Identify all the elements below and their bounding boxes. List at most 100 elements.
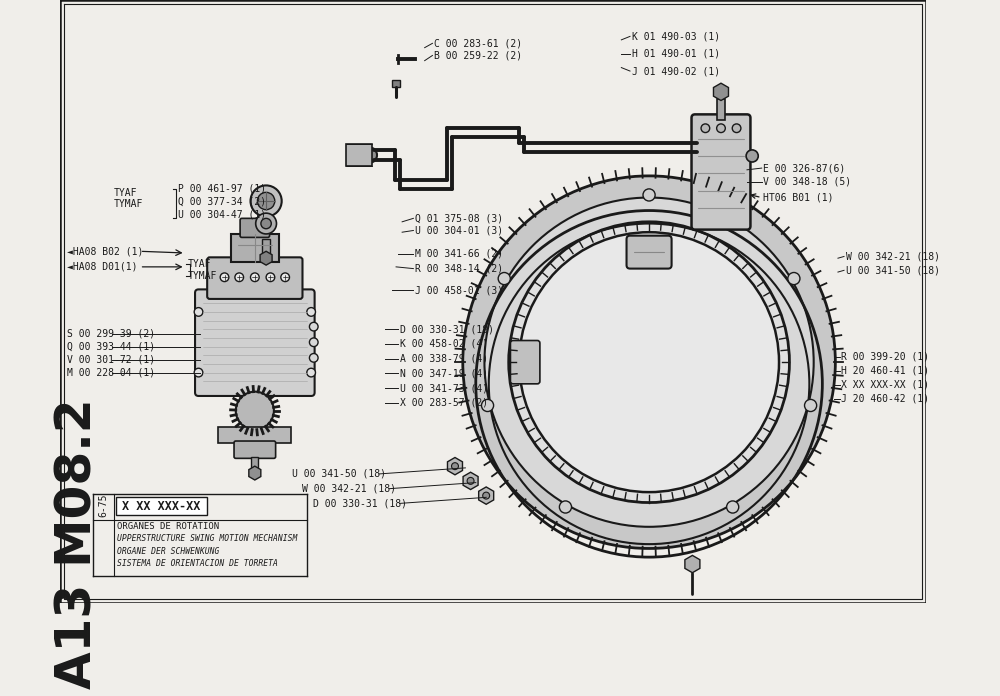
Circle shape — [484, 198, 814, 527]
Text: K 01 490-03 (1): K 01 490-03 (1) — [632, 31, 720, 41]
Text: R 00 399-20 (1): R 00 399-20 (1) — [841, 352, 930, 362]
Text: TYAF: TYAF — [188, 260, 212, 269]
Circle shape — [727, 501, 739, 513]
Circle shape — [559, 501, 572, 513]
Text: V 00 301-72 (1): V 00 301-72 (1) — [67, 354, 155, 365]
Text: X XX XXX-XX: X XX XXX-XX — [122, 500, 200, 512]
Text: U 00 304-01 (3): U 00 304-01 (3) — [415, 226, 503, 235]
Text: H 01 490-01 (1): H 01 490-01 (1) — [632, 49, 720, 58]
FancyBboxPatch shape — [692, 114, 750, 230]
FancyBboxPatch shape — [195, 290, 315, 396]
Text: D 00 330-31 (18): D 00 330-31 (18) — [313, 498, 407, 508]
Text: U 00 304-47 (1): U 00 304-47 (1) — [178, 210, 266, 220]
Text: ◄HA08 B02 (1): ◄HA08 B02 (1) — [67, 246, 143, 256]
Circle shape — [361, 148, 377, 163]
Text: C 00 283-61 (2): C 00 283-61 (2) — [434, 38, 522, 48]
Circle shape — [746, 150, 758, 162]
Text: J 01 490-02 (1): J 01 490-02 (1) — [632, 66, 720, 76]
FancyBboxPatch shape — [240, 219, 270, 237]
Polygon shape — [249, 466, 261, 480]
Polygon shape — [260, 251, 272, 265]
Bar — [218, 427, 291, 443]
Text: A 00 338-79 (4): A 00 338-79 (4) — [400, 354, 488, 364]
Text: X XX XXX-XX (1): X XX XXX-XX (1) — [841, 380, 930, 390]
Text: V 00 348-18 (5): V 00 348-18 (5) — [763, 177, 852, 187]
Circle shape — [220, 273, 229, 282]
Text: X 00 283-57 (2): X 00 283-57 (2) — [400, 398, 488, 408]
Text: Q 01 375-08 (3): Q 01 375-08 (3) — [415, 214, 503, 223]
Circle shape — [235, 273, 244, 282]
Text: W 00 342-21 (18): W 00 342-21 (18) — [846, 251, 940, 262]
Bar — [116, 498, 207, 514]
FancyBboxPatch shape — [207, 258, 302, 299]
Circle shape — [281, 273, 289, 282]
Polygon shape — [447, 457, 462, 475]
Text: SISTEMA DE ORIENTACION DE TORRETA: SISTEMA DE ORIENTACION DE TORRETA — [117, 559, 278, 568]
Text: P 00 461-97 (1): P 00 461-97 (1) — [178, 184, 266, 194]
Circle shape — [717, 124, 725, 132]
Circle shape — [250, 273, 259, 282]
Circle shape — [463, 176, 835, 548]
Circle shape — [519, 232, 779, 492]
Circle shape — [732, 124, 741, 132]
Circle shape — [256, 213, 276, 234]
Text: ORGANE DER SCHWENKUNG: ORGANE DER SCHWENKUNG — [117, 546, 219, 555]
Text: B 00 259-22 (2): B 00 259-22 (2) — [434, 50, 522, 61]
Bar — [231, 234, 279, 262]
Text: ◄HA08 D01(1): ◄HA08 D01(1) — [67, 262, 137, 272]
Bar — [251, 457, 258, 472]
Text: M 00 341-66 (2): M 00 341-66 (2) — [415, 249, 503, 259]
Circle shape — [307, 368, 315, 377]
Circle shape — [643, 189, 655, 201]
Bar — [346, 144, 372, 166]
FancyBboxPatch shape — [627, 236, 672, 269]
Circle shape — [509, 222, 789, 503]
Text: R 00 348-14 (2): R 00 348-14 (2) — [415, 264, 503, 274]
Text: H 20 460-41 (1): H 20 460-41 (1) — [841, 366, 930, 376]
Polygon shape — [463, 472, 478, 489]
Text: 6-75: 6-75 — [98, 493, 108, 517]
Circle shape — [309, 354, 318, 362]
Text: U 00 341-50 (18): U 00 341-50 (18) — [292, 469, 386, 479]
Circle shape — [483, 492, 490, 499]
Circle shape — [266, 273, 275, 282]
Text: S 00 299-39 (2): S 00 299-39 (2) — [67, 329, 155, 338]
Circle shape — [805, 400, 817, 411]
Text: ORGANES DE ROTATION: ORGANES DE ROTATION — [117, 522, 219, 531]
Text: M 00 228-04 (1): M 00 228-04 (1) — [67, 367, 155, 377]
Circle shape — [498, 273, 510, 285]
Circle shape — [701, 124, 710, 132]
Text: K 00 458-02 (4): K 00 458-02 (4) — [400, 339, 488, 349]
Circle shape — [481, 400, 494, 411]
Bar — [717, 99, 725, 120]
Text: TYMAF: TYMAF — [188, 271, 217, 280]
FancyBboxPatch shape — [510, 340, 540, 383]
Circle shape — [261, 219, 271, 229]
Polygon shape — [713, 84, 728, 100]
Text: W 00 342-21 (18): W 00 342-21 (18) — [302, 484, 396, 493]
Circle shape — [307, 308, 315, 316]
Circle shape — [257, 192, 275, 209]
Polygon shape — [685, 555, 700, 573]
Text: E 00 326-87(6): E 00 326-87(6) — [763, 163, 846, 173]
Polygon shape — [479, 487, 494, 505]
Circle shape — [236, 392, 274, 429]
Circle shape — [309, 338, 318, 347]
Text: UPPERSTRUCTURE SWING MOTION MECHANISM: UPPERSTRUCTURE SWING MOTION MECHANISM — [117, 535, 297, 544]
Text: U 00 341-73 (4): U 00 341-73 (4) — [400, 383, 488, 393]
Bar — [262, 239, 270, 255]
Text: J 20 460-42 (1): J 20 460-42 (1) — [841, 393, 930, 404]
FancyBboxPatch shape — [234, 441, 276, 459]
Text: A13 M08.2: A13 M08.2 — [53, 399, 101, 690]
Text: N 00 347-19 (4): N 00 347-19 (4) — [400, 368, 488, 379]
Circle shape — [788, 273, 800, 285]
Text: HT06 B01 (1): HT06 B01 (1) — [763, 193, 834, 203]
Text: U 00 341-50 (18): U 00 341-50 (18) — [846, 265, 940, 276]
Text: D 00 330-31 (18): D 00 330-31 (18) — [400, 324, 494, 334]
Circle shape — [452, 463, 458, 470]
Circle shape — [194, 368, 203, 377]
Circle shape — [194, 308, 203, 316]
Circle shape — [250, 185, 282, 216]
Circle shape — [467, 477, 474, 484]
Text: TYAF: TYAF — [114, 188, 137, 198]
